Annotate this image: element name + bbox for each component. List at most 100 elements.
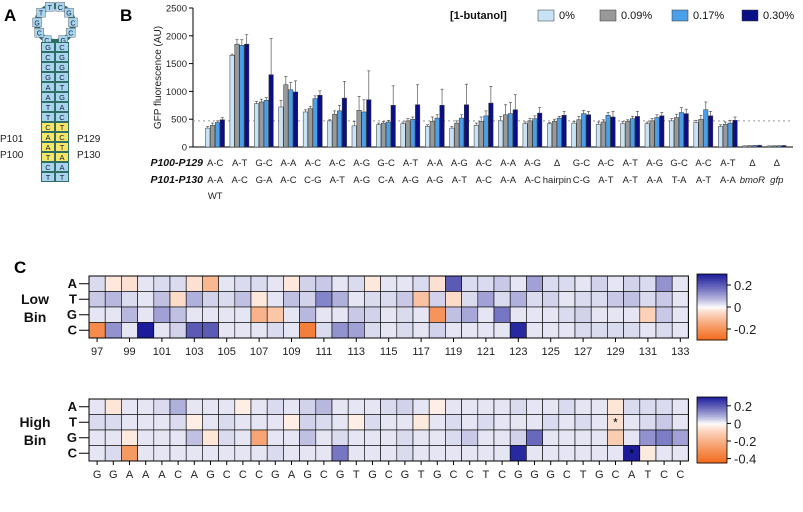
hairpin-loop-base <box>45 2 55 12</box>
heatmap-cell <box>461 429 479 446</box>
sequence-base-label: G <box>546 469 555 481</box>
heatmap-cell <box>639 398 657 415</box>
hairpin-loop-base-letter: G <box>34 20 39 27</box>
heatmap-cell <box>493 429 511 446</box>
bar <box>205 127 211 148</box>
colorbar-segment <box>697 288 727 291</box>
hairpin-stem-base-right <box>56 173 68 181</box>
colorbar-segment <box>697 280 727 283</box>
y-tick-label: 500 <box>171 115 187 126</box>
colorbar-segment <box>697 443 727 446</box>
category-top-label: Δ <box>774 158 781 169</box>
heatmap-cell <box>477 398 495 415</box>
heatmap-cell <box>88 322 106 339</box>
bar <box>507 113 513 148</box>
label-p130: P130 <box>77 150 101 161</box>
bar <box>410 118 416 148</box>
colorbar-segment <box>697 333 727 336</box>
heatmap-cell <box>428 398 446 415</box>
heatmap-cell <box>299 414 317 431</box>
colorbar-segment <box>697 458 727 461</box>
bar <box>556 117 562 148</box>
sequence-base-label: T <box>580 469 587 481</box>
heatmap-cell <box>250 445 268 462</box>
heatmap-cell <box>509 291 527 308</box>
heatmap-cell <box>218 414 236 431</box>
heatmap-cell <box>185 398 203 415</box>
sequence-base-label: C <box>660 469 668 481</box>
category-bottom-label: G-A <box>256 175 274 186</box>
hairpin-stem-letter-right: A <box>59 163 64 172</box>
legend-label: 0.30% <box>763 10 794 22</box>
colorbar-segment <box>697 426 727 429</box>
hairpin-stem-letter-right: T <box>60 123 65 132</box>
heatmap-cell <box>137 429 155 446</box>
colorbar-segment <box>697 321 727 324</box>
row-label-T: T <box>69 415 77 430</box>
heatmap-cell <box>380 322 398 339</box>
heatmap-cell <box>477 414 495 431</box>
heatmap-cell <box>412 306 430 323</box>
bar <box>341 97 347 148</box>
heatmap-cell <box>477 429 495 446</box>
hairpin-stem-letter-right: C <box>59 43 65 52</box>
colorbar-segment <box>697 439 727 443</box>
hairpin-stem-letter-right: A <box>59 153 64 162</box>
heatmap-cell <box>283 429 300 446</box>
sequence-base-label: G <box>368 469 377 481</box>
heatmap-cell <box>88 291 106 308</box>
row-label-A: A <box>68 399 78 414</box>
bar <box>669 120 675 148</box>
bar <box>756 145 762 148</box>
heatmap-cell <box>445 322 462 339</box>
hairpin-stem-letter-left: A <box>45 93 50 102</box>
sequence-base-label: G <box>595 469 604 481</box>
heatmap-cell <box>266 275 284 292</box>
colorbar-segment <box>697 316 727 320</box>
hairpin-stem-letter-left: C <box>45 53 51 62</box>
heatmap-cell <box>218 322 236 339</box>
sequence-base-label: G <box>206 469 215 481</box>
hairpin-stem-letter-left: A <box>45 83 50 92</box>
bar <box>405 120 411 148</box>
hairpin-loop-base <box>68 17 78 28</box>
hairpin-stem-letter-right: C <box>59 113 65 122</box>
x-tick-label: 111 <box>316 346 333 358</box>
bar <box>678 112 684 148</box>
colorbar-segment <box>697 425 727 428</box>
colorbar-segment <box>697 292 727 295</box>
sequence-base-label: A <box>628 469 636 481</box>
heatmap-cell <box>428 322 446 339</box>
category-top-label: G-C <box>670 158 688 169</box>
colorbar-tick-label: -0.2 <box>734 322 756 337</box>
category-bottom-label: C-G <box>304 175 321 186</box>
heatmap-cell <box>104 275 122 292</box>
heatmap-cell <box>202 429 219 446</box>
bar <box>610 116 616 148</box>
bar <box>244 43 250 148</box>
category-bottom-label: A-C <box>231 175 248 186</box>
heatmap-cell <box>153 429 171 446</box>
bar <box>307 108 313 148</box>
colorbar-segment <box>697 336 727 339</box>
colorbar-segment <box>697 444 727 447</box>
bar <box>214 122 220 148</box>
bar <box>674 117 679 148</box>
heatmap-cell <box>412 429 430 446</box>
hairpin-stem-letter-left: A <box>45 143 50 152</box>
heatmap-cell <box>526 306 543 323</box>
bar <box>478 121 484 148</box>
heatmap-cell <box>590 291 608 308</box>
heatmap-cell <box>121 275 138 292</box>
heatmap-cell <box>671 398 689 415</box>
heatmap-cell <box>607 445 624 462</box>
hairpin-stem-base-right <box>56 153 68 161</box>
heatmap-cell <box>185 306 203 323</box>
bar <box>630 118 635 148</box>
colorbar-segment <box>697 300 727 303</box>
heatmap-cell <box>137 275 155 292</box>
colorbar-segment <box>697 406 727 410</box>
x-tick-label: 107 <box>250 346 268 358</box>
hairpin-stem-letter-left: G <box>45 73 51 82</box>
bar <box>649 120 655 148</box>
